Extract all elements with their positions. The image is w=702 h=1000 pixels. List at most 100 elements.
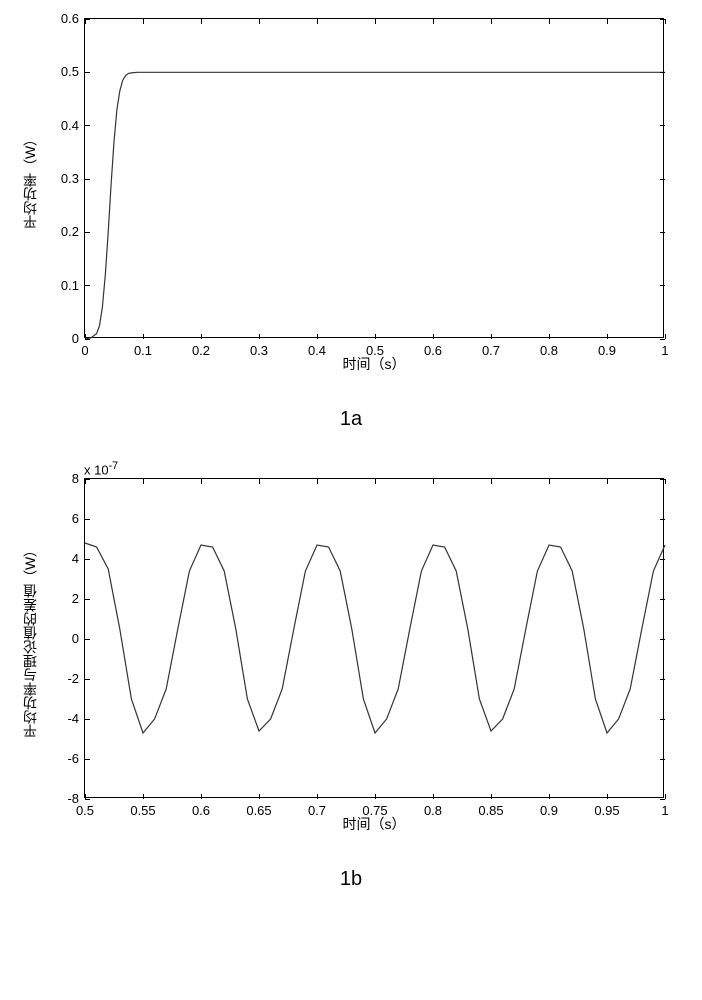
xtick-mark (433, 334, 434, 339)
sublabel-1a: 1a (0, 408, 702, 431)
ytick-mark-right (660, 72, 665, 73)
xtick-mark (607, 334, 608, 339)
ytick-mark (85, 72, 90, 73)
ytick-mark-right (660, 19, 665, 20)
ytick-label: 0.6 (49, 11, 79, 26)
ytick-mark-right (660, 599, 665, 600)
xtick-mark (433, 794, 434, 799)
xtick-mark-top (143, 19, 144, 24)
ytick-label: 4 (49, 551, 79, 566)
ylabel-1b: 平均功率与理论值的差值（W） (20, 530, 40, 750)
ytick-mark (85, 559, 90, 560)
xtick-mark-top (491, 19, 492, 24)
xlabel-1b: 时间（s） (84, 814, 664, 834)
xtick-mark-top (433, 19, 434, 24)
xtick-mark (491, 334, 492, 339)
xtick-mark (549, 334, 550, 339)
xtick-mark-top (201, 479, 202, 484)
xtick-mark-top (549, 479, 550, 484)
ylabel-1a: 平均功率（W） (20, 110, 40, 250)
ytick-label: -8 (49, 791, 79, 806)
ytick-mark-right (660, 125, 665, 126)
ytick-mark (85, 179, 90, 180)
chart-1a: 00.10.20.30.40.50.60.70.80.9100.10.20.30… (0, 0, 702, 380)
ytick-mark-right (660, 679, 665, 680)
plot-area-1a: 00.10.20.30.40.50.60.70.80.9100.10.20.30… (84, 18, 664, 338)
xtick-mark (143, 794, 144, 799)
ytick-label: 0.3 (49, 171, 79, 186)
ytick-label: 0 (49, 631, 79, 646)
curve-1a (85, 19, 665, 339)
chart-1b: x 10-7 0.50.550.60.650.70.750.80.850.90.… (0, 460, 702, 840)
xtick-mark-top (201, 19, 202, 24)
xtick-mark (259, 794, 260, 799)
xtick-mark-top (491, 479, 492, 484)
xtick-mark (201, 794, 202, 799)
xlabel-1a: 时间（s） (84, 354, 664, 374)
xtick-mark (607, 794, 608, 799)
ytick-label: 0.2 (49, 224, 79, 239)
xtick-mark-top (375, 479, 376, 484)
ytick-mark (85, 19, 90, 20)
xtick-mark-top (665, 479, 666, 484)
ytick-label: 8 (49, 471, 79, 486)
ytick-mark (85, 125, 90, 126)
xtick-mark (317, 334, 318, 339)
ytick-label: 0.5 (49, 64, 79, 79)
plot-area-1b: 0.50.550.60.650.70.750.80.850.90.951-8-6… (84, 478, 664, 798)
xtick-mark-top (259, 479, 260, 484)
xtick-mark (549, 794, 550, 799)
ytick-label: 2 (49, 591, 79, 606)
ytick-label: 0 (49, 331, 79, 346)
ytick-label: -2 (49, 671, 79, 686)
xtick-mark (201, 334, 202, 339)
ytick-mark (85, 679, 90, 680)
ytick-mark (85, 599, 90, 600)
xtick-mark-top (433, 479, 434, 484)
xtick-mark-top (317, 479, 318, 484)
curve-1b (85, 479, 665, 799)
ytick-mark (85, 479, 90, 480)
xtick-mark-top (607, 479, 608, 484)
ytick-mark-right (660, 519, 665, 520)
xtick-mark-top (143, 479, 144, 484)
ytick-mark (85, 719, 90, 720)
ytick-mark (85, 639, 90, 640)
xtick-mark-top (549, 19, 550, 24)
ytick-mark-right (660, 759, 665, 760)
ytick-mark (85, 339, 90, 340)
ytick-mark-right (660, 719, 665, 720)
ytick-mark-right (660, 479, 665, 480)
ytick-mark-right (660, 339, 665, 340)
xtick-mark (375, 794, 376, 799)
xtick-mark-top (665, 19, 666, 24)
ytick-label: 0.1 (49, 278, 79, 293)
ytick-mark-right (660, 285, 665, 286)
ytick-mark-right (660, 559, 665, 560)
ytick-mark (85, 799, 90, 800)
ytick-mark (85, 759, 90, 760)
xtick-mark (375, 334, 376, 339)
ytick-mark-right (660, 232, 665, 233)
sublabel-1b: 1b (0, 868, 702, 891)
ytick-mark (85, 519, 90, 520)
xtick-mark (143, 334, 144, 339)
xtick-mark-top (85, 479, 86, 484)
xtick-mark-top (259, 19, 260, 24)
ytick-label: -6 (49, 751, 79, 766)
xtick-mark-top (375, 19, 376, 24)
xtick-mark-top (607, 19, 608, 24)
xtick-mark-top (317, 19, 318, 24)
ytick-mark-right (660, 179, 665, 180)
ytick-mark-right (660, 799, 665, 800)
ytick-label: 0.4 (49, 118, 79, 133)
exponent-1b: x 10-7 (84, 460, 118, 477)
ytick-label: 6 (49, 511, 79, 526)
ytick-mark-right (660, 639, 665, 640)
xtick-mark (491, 794, 492, 799)
xtick-mark-top (85, 19, 86, 24)
ytick-mark (85, 285, 90, 286)
ytick-mark (85, 232, 90, 233)
ytick-label: -4 (49, 711, 79, 726)
xtick-mark (317, 794, 318, 799)
